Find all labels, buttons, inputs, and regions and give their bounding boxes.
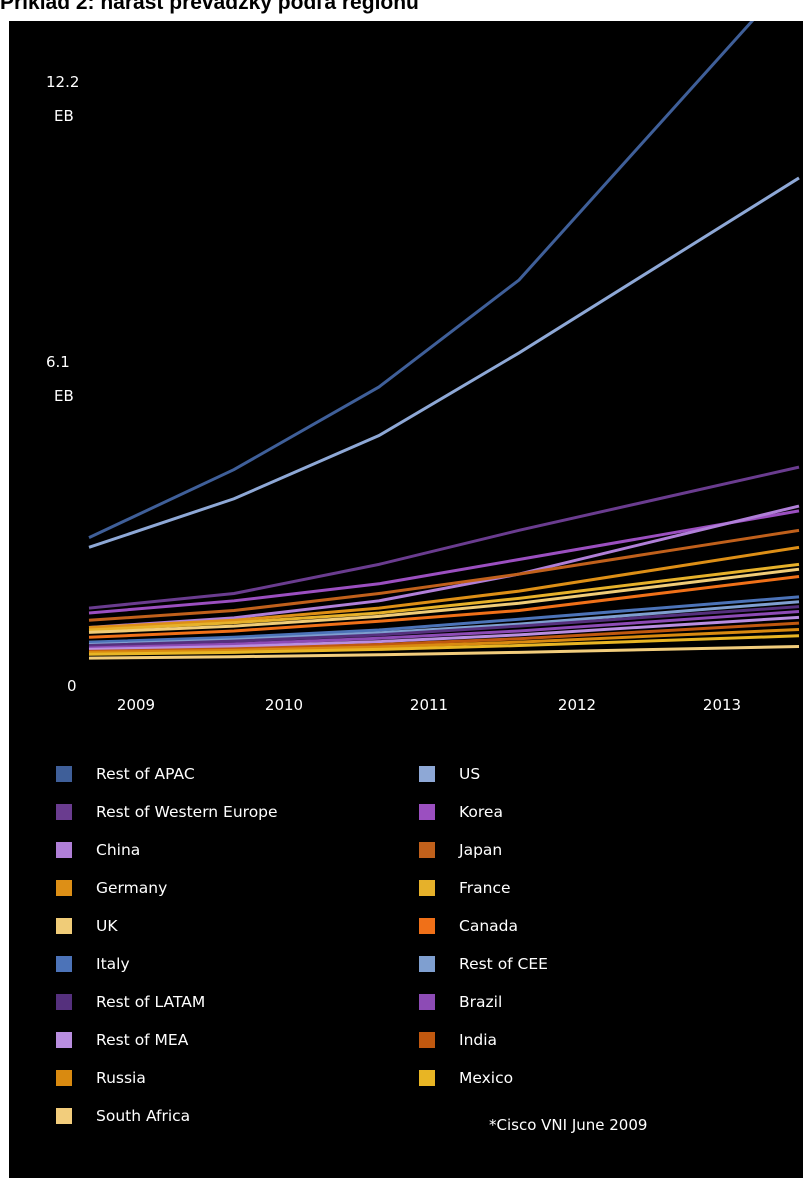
line-chart: 12.2 EB 6.1 EB 0 2009 2010 2011 2012 2013: [46, 21, 800, 714]
series-line-china: [88, 504, 800, 630]
series-line-rest-of-western-europe: [88, 465, 800, 610]
legend-label: Italy: [96, 955, 130, 973]
x-tick-label: 2013: [703, 696, 741, 714]
chart-panel: 12.2 EB 6.1 EB 0 2009 2010 2011 2012 2013 Rest of…: [9, 21, 803, 1178]
legend-item-germany: Germany: [56, 877, 167, 899]
legend-item-russia: Russia: [56, 1067, 146, 1089]
series-line-russia: [88, 627, 800, 654]
legend-item-rest-of-mea: Rest of MEA: [56, 1029, 188, 1051]
legend-swatch: [56, 766, 72, 782]
series-line-brazil: [88, 610, 800, 650]
series-line-korea: [88, 509, 800, 615]
legend-item-rest-of-cee: Rest of CEE: [419, 953, 548, 975]
y-tick-label: 0: [67, 677, 77, 695]
y-tick-label: 6.1: [46, 353, 70, 371]
series-line-france: [88, 562, 800, 632]
legend-swatch: [56, 1108, 72, 1124]
legend-item-canada: Canada: [419, 915, 518, 937]
legend-swatch: [56, 804, 72, 820]
legend-label: Mexico: [459, 1069, 514, 1087]
series-line-mexico: [88, 634, 800, 656]
legend-label: Rest of LATAM: [96, 993, 206, 1011]
legend-swatch: [419, 766, 435, 782]
legend-swatch: [56, 1070, 72, 1086]
series-line-japan: [88, 528, 800, 622]
legend-swatch: [419, 880, 435, 896]
legend-item-rest-of-latam: Rest of LATAM: [56, 991, 205, 1013]
series-line-uk: [88, 567, 800, 634]
series-line-rest-of-apac: [88, 21, 755, 539]
legend-swatch: [419, 804, 435, 820]
series-line-canada: [88, 575, 800, 639]
x-tick-label: 2011: [410, 696, 448, 714]
series-line-rest-of-latam: [88, 605, 800, 648]
legend-item-china: China: [56, 839, 140, 861]
legend-item-india: India: [419, 1029, 497, 1051]
legend-label: France: [459, 879, 511, 897]
legend-swatch: [56, 956, 72, 972]
page-title: Príklad 2: nárast prevádzky podľa región…: [0, 0, 419, 14]
legend-swatch: [56, 918, 72, 934]
legend-label: Germany: [96, 879, 168, 897]
y-tick-label: 12.2: [46, 73, 79, 91]
legend-swatch: [56, 842, 72, 858]
legend-item-korea: Korea: [419, 801, 503, 823]
y-tick-unit: EB: [54, 107, 74, 125]
legend-label: US: [459, 765, 481, 783]
legend-label: Japan: [459, 841, 503, 859]
legend-label: China: [96, 841, 141, 859]
series-line-italy: [88, 595, 800, 644]
legend-label: UK: [96, 917, 118, 935]
legend-label: Brazil: [459, 993, 503, 1011]
legend-item-brazil: Brazil: [419, 991, 502, 1013]
legend-swatch: [419, 1070, 435, 1086]
legend-item-japan: Japan: [419, 839, 502, 861]
legend-swatch: [419, 1032, 435, 1048]
legend-item-italy: Italy: [56, 953, 130, 975]
legend-item-mexico: Mexico: [419, 1067, 513, 1089]
legend-swatch: [419, 918, 435, 934]
legend-label: India: [459, 1031, 498, 1049]
legend-label: South Africa: [96, 1107, 191, 1125]
legend-label: Korea: [459, 803, 503, 821]
legend-item-uk: UK: [56, 915, 118, 937]
x-tick-label: 2010: [265, 696, 303, 714]
series-line-germany: [88, 545, 800, 630]
legend-item-us: US: [419, 763, 480, 785]
legend-label: Rest of MEA: [96, 1031, 189, 1049]
legend-item-rest-of-western-europe: Rest of Western Europe: [56, 801, 278, 823]
legend-label: Rest of APAC: [96, 765, 195, 783]
legend-swatch: [419, 956, 435, 972]
legend-swatch: [56, 880, 72, 896]
series-line-us: [88, 176, 800, 549]
legend-label: Canada: [459, 917, 518, 935]
legend-label: Rest of Western Europe: [96, 803, 278, 821]
x-tick-label: 2009: [117, 696, 155, 714]
legend-item-rest-of-apac: Rest of APAC: [56, 763, 195, 785]
legend-swatch: [419, 842, 435, 858]
legend-label: Rest of CEE: [459, 955, 548, 973]
legend-swatch: [419, 994, 435, 1010]
x-tick-label: 2012: [558, 696, 596, 714]
legend-swatch: [56, 1032, 72, 1048]
legend-label: Russia: [96, 1069, 146, 1087]
legend-swatch: [56, 994, 72, 1010]
series-line-rest-of-mea: [88, 615, 800, 651]
series-line-south-africa: [88, 645, 800, 660]
legend-item-france: France: [419, 877, 511, 899]
legend-item-south-africa: South Africa: [56, 1105, 190, 1127]
source-note: *Cisco VNI June 2009: [489, 1116, 648, 1134]
y-tick-unit: EB: [54, 387, 74, 405]
